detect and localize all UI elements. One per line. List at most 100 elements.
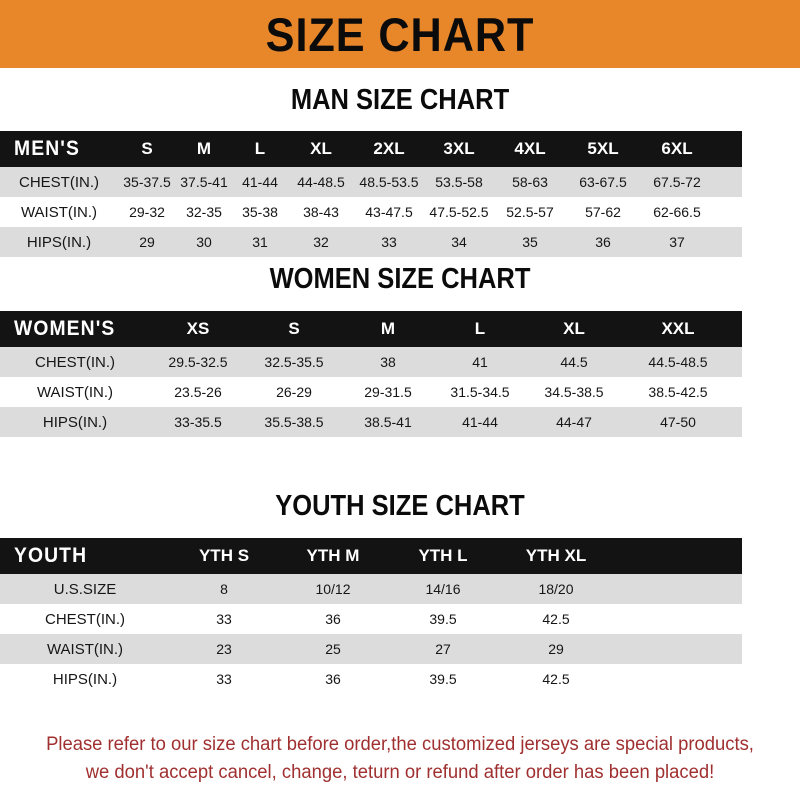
- table-header-row: WOMEN'S XS S M L XL XXL: [0, 311, 742, 347]
- cell-filler: [714, 197, 742, 227]
- column-header-women-2: M: [380, 319, 396, 338]
- cell-men-2-0: 29: [118, 227, 176, 257]
- cell-men-2-1: 30: [176, 227, 232, 257]
- column-header-men-8: 6XL: [661, 139, 693, 158]
- cell-men-0-6: 58-63: [494, 167, 566, 197]
- column-header-men-1: M: [196, 139, 212, 158]
- size-table-men: MEN'S S M L XL 2XL 3XL 4XL 5XL 6XL CHEST(IN.) 35-37…: [0, 131, 742, 257]
- cell-women-0-4: 44.5: [526, 347, 622, 377]
- row-label-youth-3: HIPS(IN.): [0, 664, 170, 694]
- column-header-men-6: 4XL: [514, 139, 546, 158]
- cell-youth-1-0: 33: [170, 604, 278, 634]
- cell-filler: [734, 347, 742, 377]
- cell-women-2-3: 41-44: [434, 407, 526, 437]
- cell-women-2-2: 38.5-41: [342, 407, 434, 437]
- cell-men-0-0: 35-37.5: [118, 167, 176, 197]
- cell-women-0-1: 32.5-35.5: [246, 347, 342, 377]
- cell-women-1-3: 31.5-34.5: [434, 377, 526, 407]
- cell-filler: [614, 604, 742, 634]
- cell-women-1-5: 38.5-42.5: [622, 377, 734, 407]
- section-youth: YOUTH SIZE CHART YOUTH YTH S YTH M YTH L YTH…: [0, 492, 800, 694]
- page-title: SIZE CHART: [265, 7, 535, 61]
- cell-filler: [614, 574, 742, 604]
- cell-youth-1-2: 39.5: [388, 604, 498, 634]
- cell-youth-3-3: 42.5: [498, 664, 614, 694]
- cell-women-1-1: 26-29: [246, 377, 342, 407]
- cell-men-2-8: 37: [640, 227, 714, 257]
- cell-men-2-7: 36: [566, 227, 640, 257]
- row-label-men-2: HIPS(IN.): [0, 227, 118, 257]
- cell-women-1-0: 23.5-26: [150, 377, 246, 407]
- table-row: WAIST(IN.) 29-32 32-35 35-38 38-43 43-47.5 47.…: [0, 197, 742, 227]
- column-header-men-3: XL: [310, 139, 332, 158]
- cell-men-0-4: 48.5-53.5: [354, 167, 424, 197]
- cell-women-1-2: 29-31.5: [342, 377, 434, 407]
- table-row: HIPS(IN.) 33-35.5 35.5-38.5 38.5-41 41-44 44-…: [0, 407, 742, 437]
- page-banner: SIZE CHART: [0, 0, 800, 68]
- row-label-men-0: CHEST(IN.): [0, 167, 118, 197]
- cell-men-1-1: 32-35: [176, 197, 232, 227]
- cell-youth-1-1: 36: [278, 604, 388, 634]
- row-label-women-1: WAIST(IN.): [0, 377, 150, 407]
- section-title-men: MAN SIZE CHART: [290, 84, 510, 116]
- corner-label-text: WOMEN'S: [14, 317, 116, 340]
- table-row: CHEST(IN.) 29.5-32.5 32.5-35.5 38 41 44.5 44.5…: [0, 347, 742, 377]
- cell-filler: [734, 377, 742, 407]
- cell-youth-0-0: 8: [170, 574, 278, 604]
- cell-youth-0-2: 14/16: [388, 574, 498, 604]
- cell-filler: [714, 227, 742, 257]
- cell-men-0-3: 44-48.5: [288, 167, 354, 197]
- cell-women-2-0: 33-35.5: [150, 407, 246, 437]
- table-row: WAIST(IN.) 23.5-26 26-29 29-31.5 31.5-34.5 34…: [0, 377, 742, 407]
- cell-men-1-6: 52.5-57: [494, 197, 566, 227]
- column-header-youth-2: YTH L: [418, 546, 468, 565]
- column-header-youth-3: YTH XL: [525, 546, 587, 565]
- cell-youth-0-3: 18/20: [498, 574, 614, 604]
- cell-youth-2-2: 27: [388, 634, 498, 664]
- column-header-women-3: L: [474, 319, 486, 338]
- cell-men-2-3: 32: [288, 227, 354, 257]
- table-row: U.S.SIZE 8 10/12 14/16 18/20: [0, 574, 742, 604]
- cell-men-1-5: 47.5-52.5: [424, 197, 494, 227]
- cell-men-2-2: 31: [232, 227, 288, 257]
- footer-note: Please refer to our size chart before or…: [12, 731, 788, 787]
- section-title-youth: YOUTH SIZE CHART: [275, 490, 525, 522]
- column-header-filler: [714, 131, 742, 167]
- cell-men-1-4: 43-47.5: [354, 197, 424, 227]
- column-header-women-4: XL: [563, 319, 585, 338]
- table-corner-label-women: WOMEN'S: [0, 311, 150, 347]
- cell-men-1-7: 57-62: [566, 197, 640, 227]
- column-header-men-4: 2XL: [373, 139, 405, 158]
- table-row: HIPS(IN.) 33 36 39.5 42.5: [0, 664, 742, 694]
- table-row: WAIST(IN.) 23 25 27 29: [0, 634, 742, 664]
- cell-men-1-0: 29-32: [118, 197, 176, 227]
- column-header-men-7: 5XL: [587, 139, 619, 158]
- table-corner-label-men: MEN'S: [0, 131, 118, 167]
- section-men: MAN SIZE CHART MEN'S S M L XL 2XL 3XL 4XL 5XL 6XL…: [0, 86, 800, 257]
- cell-men-1-3: 38-43: [288, 197, 354, 227]
- row-label-youth-0: U.S.SIZE: [0, 574, 170, 604]
- column-header-youth-1: YTH M: [306, 546, 360, 565]
- column-header-men-0: S: [141, 139, 153, 158]
- column-header-women-5: XXL: [661, 319, 695, 338]
- cell-women-2-5: 47-50: [622, 407, 734, 437]
- cell-women-0-2: 38: [342, 347, 434, 377]
- column-header-women-1: S: [288, 319, 300, 338]
- column-header-men-2: L: [254, 139, 266, 158]
- table-header-row: YOUTH YTH S YTH M YTH L YTH XL: [0, 538, 742, 574]
- size-table-women: WOMEN'S XS S M L XL XXL CHEST(IN.) 29.5-32.5 32.5…: [0, 311, 742, 437]
- cell-filler: [614, 664, 742, 694]
- table-corner-label-youth: YOUTH: [0, 538, 170, 574]
- table-wrap-youth: YOUTH YTH S YTH M YTH L YTH XL U.S.SIZE 8 10/12…: [0, 538, 800, 694]
- footer-line-2: we don't accept cancel, change, teturn o…: [85, 762, 715, 783]
- cell-youth-3-2: 39.5: [388, 664, 498, 694]
- cell-men-1-2: 35-38: [232, 197, 288, 227]
- cell-women-2-1: 35.5-38.5: [246, 407, 342, 437]
- cell-women-0-5: 44.5-48.5: [622, 347, 734, 377]
- cell-youth-2-1: 25: [278, 634, 388, 664]
- row-label-women-2: HIPS(IN.): [0, 407, 150, 437]
- cell-youth-2-3: 29: [498, 634, 614, 664]
- cell-youth-3-1: 36: [278, 664, 388, 694]
- table-wrap-men: MEN'S S M L XL 2XL 3XL 4XL 5XL 6XL CHEST(IN.) 35-37…: [0, 131, 800, 257]
